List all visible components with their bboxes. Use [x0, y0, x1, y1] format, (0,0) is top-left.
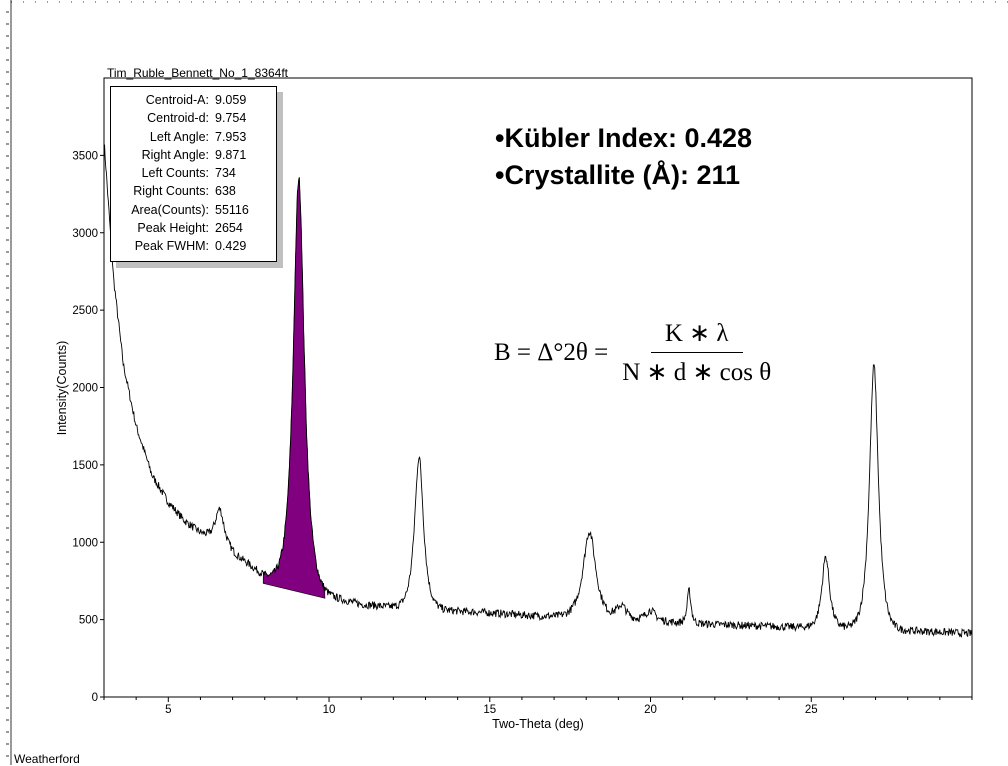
- info-value: 55116: [215, 202, 249, 217]
- info-label: Left Counts:: [141, 166, 209, 181]
- y-axis: 0 500 1000 1500 2000 2500 3000 3500: [72, 150, 104, 704]
- chart-title: Tim_Ruble_Bennett_No_1_8364ft: [107, 66, 289, 80]
- formula-numerator: K ∗ λ: [650, 318, 743, 353]
- x-tick-label: 10: [323, 704, 336, 716]
- info-label: Right Counts:: [133, 184, 209, 199]
- info-row: Right Angle: 9.871: [111, 146, 276, 164]
- info-value: 734: [215, 166, 236, 181]
- info-row: Right Counts: 638: [111, 182, 276, 200]
- x-tick-label: 5: [165, 704, 171, 716]
- page-ruler: [6, 0, 1008, 765]
- info-row: Centroid-d: 9.754: [111, 109, 276, 127]
- scherrer-formula: B = Δ°2θ = K ∗ λ N ∗ d ∗ cos θ: [494, 318, 777, 387]
- y-tick-label: 3000: [72, 228, 98, 240]
- info-row: Peak Height: 2654: [111, 219, 276, 237]
- info-label: Area(Counts):: [131, 202, 209, 217]
- formula-lhs: B = Δ°2θ =: [494, 338, 609, 366]
- y-tick-label: 0: [92, 692, 98, 704]
- formula-denominator: N ∗ d ∗ cos θ: [622, 359, 772, 386]
- info-label: Peak Height:: [137, 221, 209, 236]
- x-tick-label: 15: [483, 704, 496, 716]
- y-axis-label: Intensity(Counts): [55, 341, 69, 435]
- x-tick-label: 20: [644, 704, 657, 716]
- y-tick-label: 2500: [72, 305, 98, 317]
- y-tick-label: 1500: [72, 460, 98, 472]
- info-row: Peak FWHM: 0.429: [111, 237, 276, 255]
- results-callouts: •Kübler Index: 0.428 •Crystallite (Å): 2…: [495, 120, 752, 194]
- footer-brand: Weatherford: [14, 752, 80, 766]
- info-row: Left Counts: 734: [111, 164, 276, 182]
- x-axis-label: Two-Theta (deg): [492, 717, 584, 731]
- info-label: Centroid-A:: [145, 93, 209, 107]
- info-value: 9.754: [215, 111, 247, 126]
- info-row: Left Angle: 7.953: [111, 128, 276, 146]
- info-value: 638: [215, 184, 236, 199]
- crystallite-size-text: •Crystallite (Å): 211: [495, 160, 741, 190]
- y-tick-label: 3500: [72, 150, 98, 162]
- peak-info-box: Centroid-A: 9.059 Centroid-d: 9.754 Left Ang…: [110, 86, 277, 262]
- info-label: Left Angle:: [149, 129, 209, 144]
- info-value: 7.953: [215, 129, 247, 144]
- info-label: Right Angle:: [141, 147, 209, 162]
- info-value: 9.871: [215, 147, 247, 162]
- info-label: Peak FWHM:: [134, 239, 209, 254]
- formula-fraction: K ∗ λ N ∗ d ∗ cos θ: [616, 318, 777, 387]
- diffraction-pattern-line: [103, 143, 973, 638]
- y-tick-label: 500: [79, 615, 98, 627]
- y-tick-label: 1000: [72, 537, 98, 549]
- x-axis: 5 10 15 20 25: [103, 697, 973, 716]
- kubler-index-text: •Kübler Index: 0.428: [495, 123, 753, 153]
- y-tick-label: 2000: [72, 383, 98, 395]
- info-value: 9.059: [215, 93, 247, 107]
- info-label: Centroid-d:: [147, 111, 209, 126]
- info-value: 2654: [215, 221, 243, 236]
- info-value: 0.429: [215, 239, 247, 254]
- info-row: Centroid-A: 9.059: [111, 91, 276, 109]
- x-tick-label: 25: [805, 704, 818, 716]
- info-row: Area(Counts): 55116: [111, 201, 276, 219]
